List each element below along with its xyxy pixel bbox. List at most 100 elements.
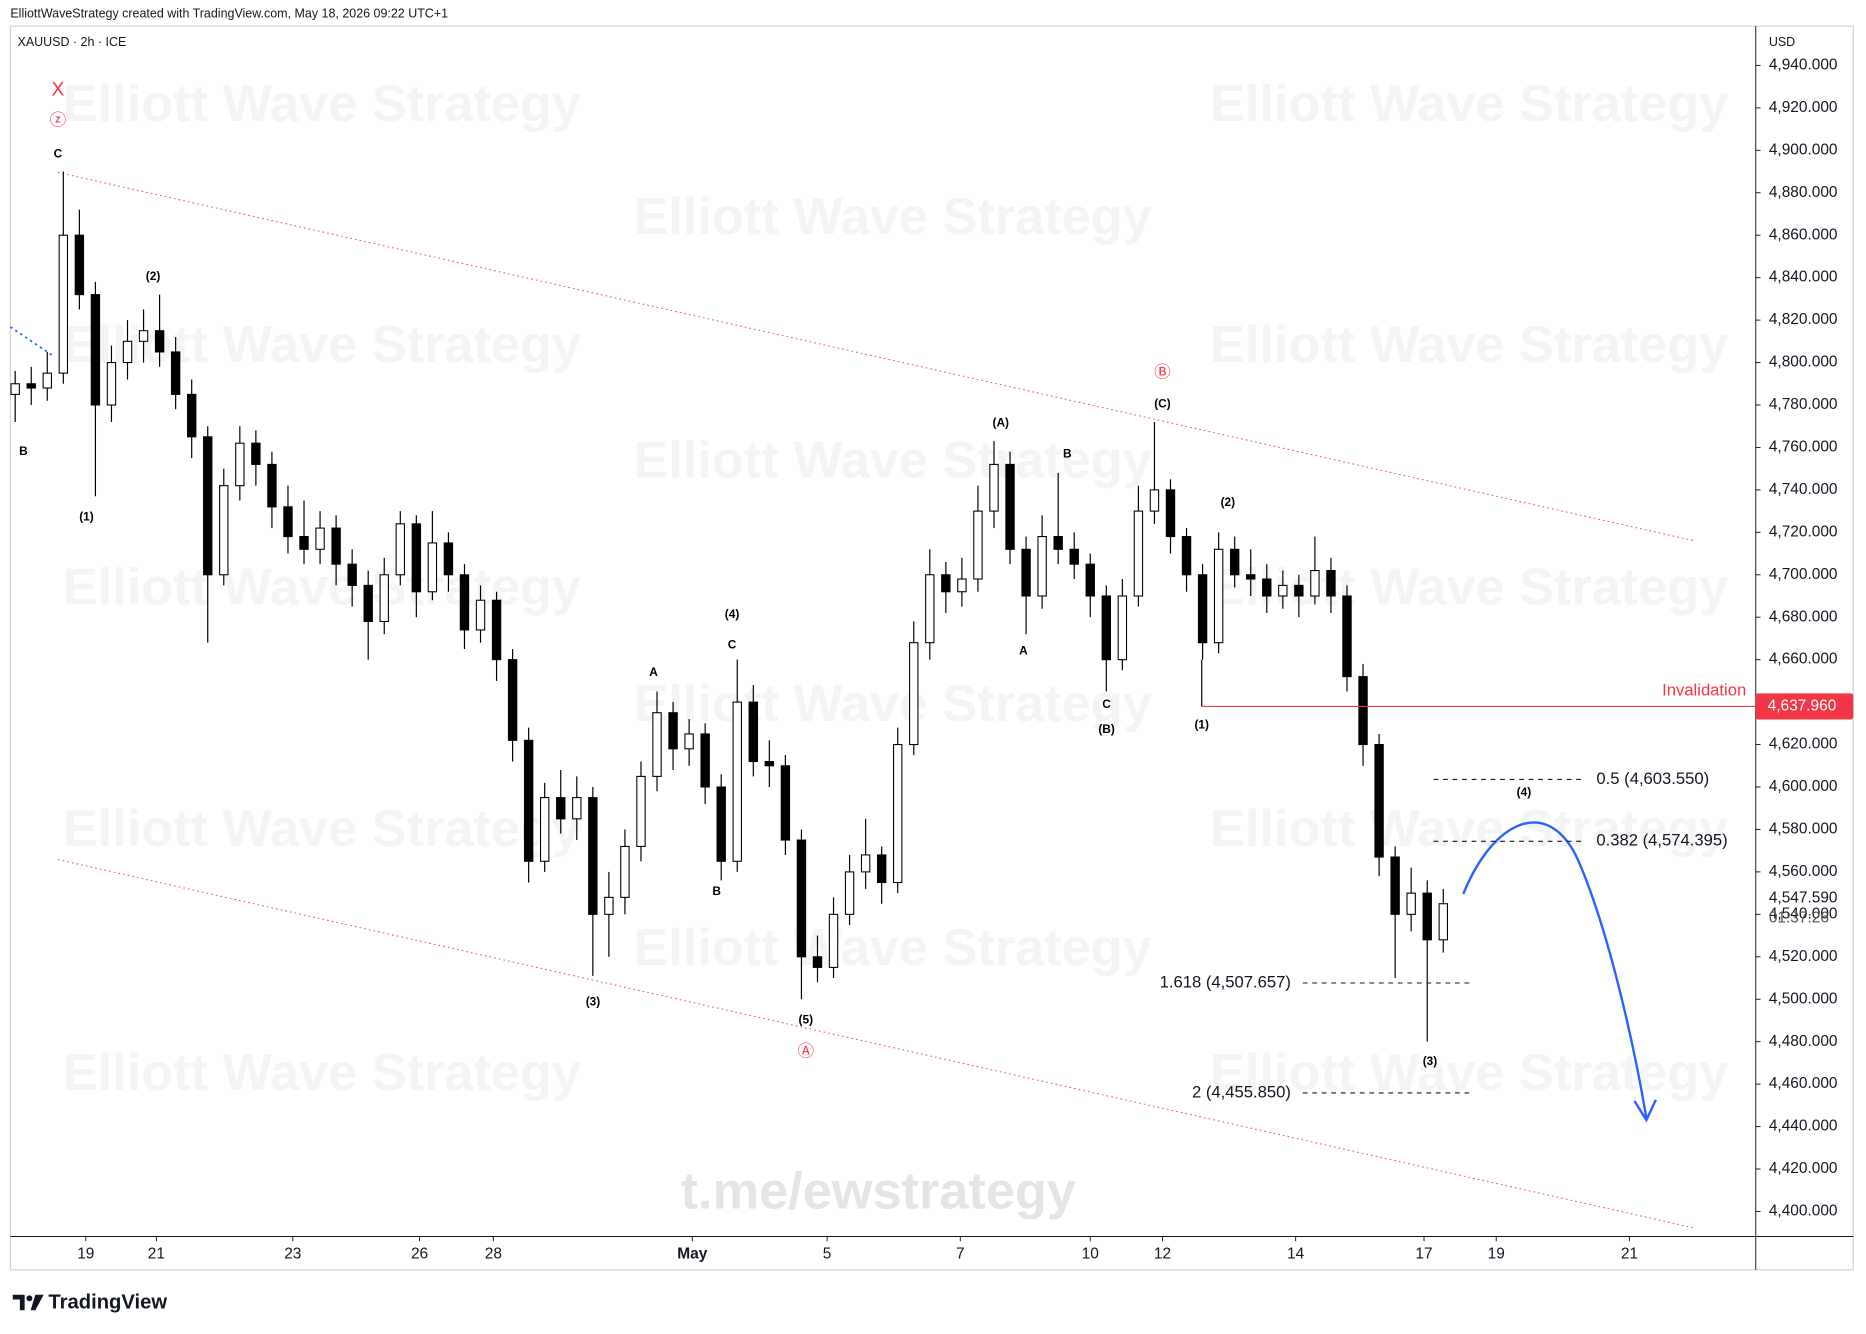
invalidation-label: 4,637.960 <box>1768 698 1837 715</box>
candle-body <box>668 712 678 750</box>
candle-body <box>363 584 373 622</box>
brand-logo <box>12 1294 44 1311</box>
candle-body <box>1181 536 1192 576</box>
wave-label: (4) <box>1517 785 1532 799</box>
wave-label: (1) <box>1194 717 1209 731</box>
channel-line <box>57 171 1696 542</box>
candle-body <box>1262 578 1272 597</box>
wave-label: (A) <box>993 415 1010 429</box>
wave-label: (2) <box>146 269 161 283</box>
x-tick-label: 28 <box>485 1245 502 1262</box>
candle-body <box>1101 595 1112 661</box>
watermark: Elliott Wave Strategy <box>633 188 1151 246</box>
wave-label: (2) <box>1221 495 1236 509</box>
y-tick-label: 4,740.000 <box>1769 481 1838 498</box>
candle-body <box>1422 892 1432 941</box>
candle-body <box>1390 856 1400 915</box>
candle-body <box>1406 892 1416 915</box>
candle-body <box>251 442 261 465</box>
y-tick-label: 4,920.000 <box>1769 99 1838 116</box>
channel-watermark: t.me/ewstrategy <box>681 1163 1076 1221</box>
invalidation-text: Invalidation <box>1662 680 1746 699</box>
invalidation-tag <box>1755 693 1854 720</box>
wave-label: Ⓐ <box>797 1042 814 1061</box>
candle-body <box>1165 489 1176 538</box>
candle-body <box>876 854 887 884</box>
candle-body <box>1326 569 1336 597</box>
candle-body <box>203 436 213 576</box>
y-tick-label: 4,760.000 <box>1769 439 1838 456</box>
y-tick-label: 4,420.000 <box>1769 1160 1838 1177</box>
projection-arrow <box>1462 821 1648 1118</box>
y-tick-label: 4,780.000 <box>1769 396 1838 413</box>
candle-body <box>572 797 582 820</box>
candle-body <box>186 393 197 438</box>
currency: USD <box>1769 35 1795 49</box>
y-tick-label: 4,540.000 <box>1769 905 1838 922</box>
x-tick-label: 19 <box>1488 1245 1505 1262</box>
candle-body <box>443 542 454 576</box>
y-tick-label: 4,480.000 <box>1769 1033 1838 1050</box>
wave-label: (3) <box>586 994 601 1008</box>
frame <box>9 25 1854 1271</box>
candle-body <box>1374 744 1384 858</box>
candle-body <box>957 578 967 593</box>
y-tick-label: 4,660.000 <box>1769 651 1838 668</box>
x-tick-label: 21 <box>148 1245 165 1262</box>
y-tick-label: 4,820.000 <box>1769 311 1838 328</box>
candle-body <box>122 340 133 364</box>
countdown: 01:37:26 <box>1769 910 1829 927</box>
candle-body <box>219 485 229 576</box>
candle-body <box>90 294 101 406</box>
candle-body <box>26 383 36 389</box>
watermark: Elliott Wave Strategy <box>1210 800 1728 858</box>
watermark: Elliott Wave Strategy <box>1210 316 1728 374</box>
fib-label: 1.618 (4,507.657) <box>1160 972 1291 991</box>
y-tick-label: 4,880.000 <box>1769 184 1838 201</box>
candle-body <box>796 839 807 958</box>
watermark: Elliott Wave Strategy <box>633 675 1151 733</box>
candle-body <box>732 701 742 862</box>
y-tick-label: 4,600.000 <box>1769 778 1838 795</box>
candle-body <box>636 775 646 847</box>
watermark: Elliott Wave Strategy <box>633 919 1151 977</box>
candle-body <box>74 234 85 296</box>
candle-body <box>491 599 502 661</box>
x-tick-label: 26 <box>411 1245 428 1262</box>
wave-label: Ⓑ <box>1154 363 1171 382</box>
candle-body <box>427 542 438 593</box>
y-tick-label: 4,800.000 <box>1769 354 1838 371</box>
y-tick-label: 4,840.000 <box>1769 269 1838 286</box>
candle-body <box>299 536 309 550</box>
candle-body <box>812 956 823 968</box>
candle-body <box>716 786 726 862</box>
candle-body <box>941 574 951 593</box>
candle-body <box>1133 510 1144 597</box>
fib-label: 0.5 (4,603.550) <box>1596 769 1709 788</box>
candle-body <box>844 871 855 915</box>
candle-body <box>764 760 775 767</box>
candle-body <box>1310 569 1320 597</box>
candle-body <box>1005 463 1015 550</box>
wave-label: A <box>1019 644 1028 658</box>
channel-line <box>57 859 1696 1229</box>
candle-body <box>1278 584 1288 597</box>
credit: ElliottWaveStrategy created with Trading… <box>10 7 448 21</box>
watermark: Elliott Wave Strategy <box>1210 559 1728 617</box>
wave-label: C <box>728 638 737 652</box>
candle-body <box>1197 574 1208 644</box>
y-tick-label: 4,500.000 <box>1769 990 1838 1007</box>
watermark: Elliott Wave Strategy <box>63 316 581 374</box>
y-tick-label: 4,700.000 <box>1769 566 1838 583</box>
candle-body <box>170 351 181 395</box>
candle-body <box>860 854 871 873</box>
logo-dot <box>26 1295 33 1302</box>
candle-body <box>989 463 999 512</box>
candle-body <box>138 330 149 342</box>
candle-body <box>1229 548 1240 576</box>
candle-body <box>395 523 405 576</box>
candle-body <box>58 234 69 374</box>
